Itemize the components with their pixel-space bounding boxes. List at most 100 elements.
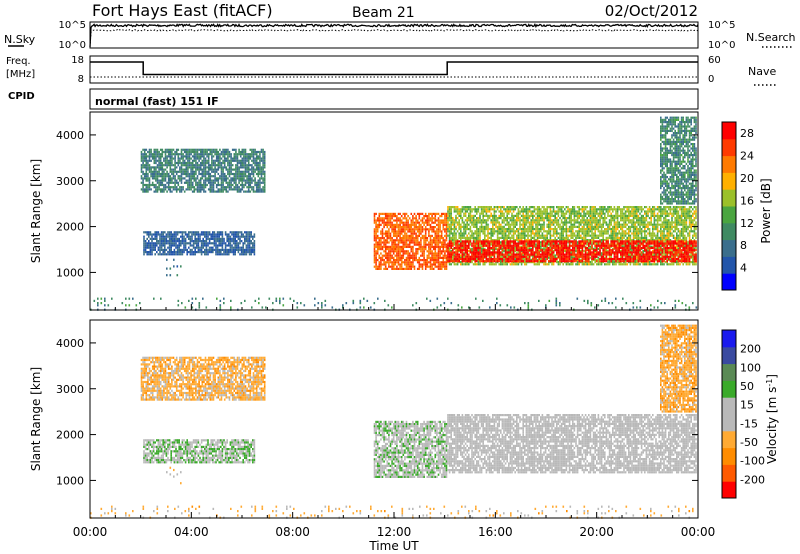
power-cell-r0	[157, 175, 159, 177]
power-cell-r0	[146, 180, 148, 182]
power-cell-r4	[457, 210, 459, 212]
power-cell-r1	[212, 251, 214, 253]
power-cell-r3	[399, 213, 401, 215]
power-cell-r4	[500, 210, 502, 212]
power-cell-r4	[538, 217, 540, 219]
power-cell-r0	[189, 155, 191, 157]
power-cell-r3	[404, 217, 406, 219]
power-cell-r0	[237, 153, 239, 155]
power-cell-r4	[561, 221, 563, 223]
power-cell-r1	[217, 240, 219, 242]
power-cell-r1	[217, 253, 219, 255]
power-cell-r4	[502, 221, 504, 223]
power-cell-r1	[204, 242, 206, 244]
power-cell-r3	[404, 250, 406, 252]
power-cell-r4	[479, 237, 481, 239]
power-cell-r3	[431, 235, 433, 237]
power-cell-r4	[535, 217, 537, 219]
power-cell-r3	[411, 261, 413, 263]
power-cell-r0	[184, 171, 186, 173]
power-cell-r3	[380, 263, 382, 265]
power-cell-r4	[566, 232, 568, 234]
power-cell-r4	[575, 248, 577, 250]
power-cell-r1	[151, 240, 153, 242]
power-cell-r3	[374, 235, 376, 237]
power-cell-r0	[234, 153, 236, 155]
power-cell-r0	[243, 180, 245, 182]
power-cell-r0	[226, 191, 228, 193]
power-cell-r4	[530, 232, 532, 234]
power-cell-r4	[508, 213, 510, 215]
power-cell-r4	[460, 226, 462, 228]
power-cell-r4	[548, 232, 550, 234]
power-cell-r4	[481, 248, 483, 250]
power-cell-r1	[166, 249, 168, 251]
power-cell-r1	[236, 249, 238, 251]
power-cell-r3	[401, 259, 403, 261]
power-cell-r3	[393, 213, 395, 215]
power-cell-r3	[420, 233, 422, 235]
power-cell-r3	[430, 246, 432, 248]
power-cell-r4	[454, 237, 456, 239]
power-cell-r0	[198, 171, 200, 173]
power-cell-r1	[238, 231, 240, 233]
power-cell-r1	[223, 253, 225, 255]
power-cell-r0	[200, 155, 202, 157]
power-cell-r3	[409, 252, 411, 254]
power-cell-r4	[465, 230, 467, 232]
power-cell-r0	[192, 186, 194, 188]
power-cell-r3	[399, 241, 401, 243]
power-cell-r4	[476, 232, 478, 234]
power-cell-r1	[156, 236, 158, 238]
power-cell-r4	[462, 237, 464, 239]
power-cell-r4	[460, 261, 462, 263]
power-cell-r0	[226, 160, 228, 162]
power-cell-r3	[433, 237, 435, 239]
power-cell-r0	[155, 162, 157, 164]
power-cell-r1	[225, 247, 227, 249]
power-cell-r4	[593, 228, 595, 230]
power-cell-r0	[166, 155, 168, 157]
power-cell-r0	[186, 153, 188, 155]
power-cell-r4	[478, 232, 480, 234]
power-cell-r1	[223, 242, 225, 244]
power-cell-r0	[259, 169, 261, 171]
power-cell-r4	[554, 215, 556, 217]
power-cell-r3	[382, 246, 384, 248]
power-cell-r3	[409, 241, 411, 243]
power-cell-r1	[212, 238, 214, 240]
power-cell-r3	[414, 259, 416, 261]
power-cell-r3	[446, 226, 448, 228]
power-cell-r0	[190, 188, 192, 190]
power-cell-r3	[379, 237, 381, 239]
power-cell-r4	[458, 224, 460, 226]
power-cell-r0	[218, 177, 220, 179]
power-cell-r0	[216, 158, 218, 160]
power-cell-r0	[230, 186, 232, 188]
power-cell-r3	[430, 248, 432, 250]
power-cell-r4	[500, 226, 502, 228]
power-cell-r1	[188, 236, 190, 238]
power-cell-r1	[174, 249, 176, 251]
power-cell-r4	[601, 217, 603, 219]
power-cell-r0	[171, 158, 173, 160]
power-cell-r4	[599, 208, 601, 210]
power-cell-r4	[513, 219, 515, 221]
power-cell-r3	[436, 261, 438, 263]
power-cell-r1	[215, 244, 217, 246]
power-cell-r3	[388, 263, 390, 265]
power-cell-r4	[530, 219, 532, 221]
power-cell-r3	[438, 255, 440, 257]
power-cell-r0	[245, 180, 247, 182]
power-cell-r4	[500, 206, 502, 208]
power-cell-r0	[251, 149, 253, 151]
power-cell-r4	[578, 230, 580, 232]
power-cell-r4	[542, 232, 544, 234]
power-cell-r4	[471, 232, 473, 234]
power-cell-r4	[481, 213, 483, 215]
power-cell-r3	[414, 255, 416, 257]
power-cell-r1	[212, 242, 214, 244]
power-cell-r0	[189, 160, 191, 162]
power-cell-r0	[186, 155, 188, 157]
power-cell-r0	[176, 149, 178, 151]
